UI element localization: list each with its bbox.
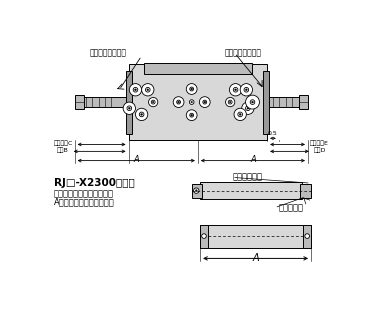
Text: ストローク: ストローク (279, 203, 304, 212)
Circle shape (252, 101, 254, 103)
Circle shape (135, 108, 148, 120)
Text: 最大D: 最大D (314, 148, 327, 153)
Bar (300, 184, 311, 198)
Circle shape (229, 101, 231, 103)
Bar (269, 97, 300, 108)
Circle shape (229, 84, 242, 96)
Circle shape (133, 87, 138, 92)
Text: A: A (250, 156, 256, 165)
Text: 調整範囲C: 調整範囲C (54, 141, 73, 146)
Circle shape (123, 102, 135, 115)
Circle shape (226, 97, 235, 107)
Circle shape (244, 87, 249, 92)
Bar (129, 64, 267, 140)
Circle shape (128, 107, 130, 109)
Circle shape (228, 100, 232, 104)
Text: キャップ金具: キャップ金具 (233, 172, 263, 181)
Circle shape (194, 188, 199, 193)
Circle shape (202, 234, 206, 238)
Circle shape (250, 100, 255, 104)
Circle shape (199, 97, 210, 108)
Circle shape (204, 101, 206, 103)
Text: 前進端アジャスタ: 前進端アジャスタ (225, 48, 262, 57)
Circle shape (189, 100, 194, 104)
Circle shape (191, 114, 193, 116)
Circle shape (145, 87, 150, 92)
Circle shape (233, 87, 238, 92)
Circle shape (190, 113, 194, 117)
Circle shape (190, 87, 194, 91)
Bar (82, 97, 126, 108)
Circle shape (247, 107, 249, 109)
Bar (200, 224, 311, 248)
Circle shape (195, 190, 197, 192)
Circle shape (148, 97, 158, 107)
Circle shape (173, 97, 184, 108)
Circle shape (186, 84, 197, 94)
Circle shape (147, 89, 149, 91)
Bar (126, 71, 132, 134)
Circle shape (141, 114, 142, 115)
Text: キャップ金具を取付けて、: キャップ金具を取付けて、 (54, 189, 114, 198)
Circle shape (191, 101, 193, 103)
Bar (303, 224, 311, 248)
Circle shape (242, 102, 254, 115)
Text: RJ□-X2300の場合: RJ□-X2300の場合 (54, 178, 135, 188)
Circle shape (139, 112, 144, 117)
Bar (75, 95, 84, 109)
Circle shape (152, 101, 154, 103)
Bar (299, 95, 308, 109)
Circle shape (129, 84, 142, 96)
Circle shape (186, 110, 197, 120)
Circle shape (240, 84, 252, 96)
Bar (200, 224, 208, 248)
Circle shape (203, 100, 207, 104)
Text: 最大B: 最大B (57, 148, 68, 153)
Bar (263, 71, 269, 134)
Circle shape (178, 101, 180, 103)
Circle shape (245, 89, 247, 91)
Circle shape (305, 234, 309, 238)
Text: 後退端アジャスタ: 後退端アジャスタ (90, 48, 127, 57)
Bar (144, 63, 252, 73)
Text: A: A (252, 253, 259, 263)
Circle shape (234, 108, 246, 120)
Circle shape (191, 88, 193, 90)
Text: A寸法を長くしています。: A寸法を長くしています。 (54, 198, 114, 207)
Circle shape (246, 106, 250, 111)
Text: 0.5: 0.5 (268, 131, 278, 136)
Circle shape (234, 89, 236, 91)
Circle shape (151, 100, 155, 104)
Circle shape (239, 114, 241, 115)
Circle shape (142, 84, 154, 96)
Bar (193, 184, 202, 198)
Circle shape (238, 112, 242, 117)
Circle shape (127, 106, 132, 111)
Bar (200, 182, 302, 199)
Circle shape (246, 95, 260, 109)
Text: A: A (134, 156, 139, 165)
Circle shape (135, 89, 137, 91)
Text: 調整範囲E: 調整範囲E (309, 141, 328, 146)
Circle shape (177, 100, 181, 104)
